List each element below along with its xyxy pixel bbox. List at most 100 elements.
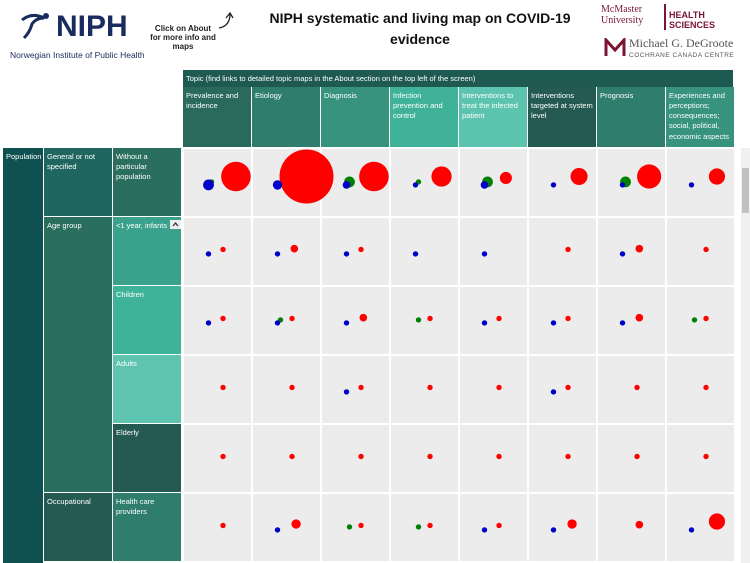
bubble[interactable] <box>220 246 226 253</box>
grid-cell <box>183 424 252 493</box>
bubble[interactable] <box>570 167 588 186</box>
bubble[interactable] <box>427 315 433 322</box>
bubble[interactable] <box>220 315 226 322</box>
bubble[interactable] <box>619 251 626 257</box>
grid-cell <box>666 493 735 562</box>
bubble[interactable] <box>481 251 488 257</box>
bubble[interactable] <box>412 251 419 257</box>
bubble[interactable] <box>359 313 368 322</box>
bubble[interactable] <box>343 320 350 326</box>
grid-cell <box>252 355 321 424</box>
grid-cell <box>666 217 735 286</box>
bubble-layer <box>203 149 726 533</box>
partner-1: McMaster University <box>601 4 644 26</box>
bubble[interactable] <box>205 251 212 257</box>
bubble[interactable] <box>431 166 452 187</box>
grid-cell <box>459 493 528 562</box>
bubble[interactable] <box>221 161 251 192</box>
page-title: NIPH systematic and living map on COVID-… <box>269 10 571 47</box>
partner-2-unit: COCHRANE CANADA CENTRE <box>629 52 735 59</box>
bubble[interactable] <box>346 524 353 530</box>
collapse-button[interactable] <box>170 220 181 229</box>
bubble[interactable] <box>415 317 422 323</box>
bubble[interactable] <box>634 384 640 391</box>
bubble[interactable] <box>550 320 557 326</box>
grid-cell <box>528 424 597 493</box>
bubble[interactable] <box>274 320 281 326</box>
bubble[interactable] <box>703 453 709 460</box>
bubble[interactable] <box>427 453 433 460</box>
bubble[interactable] <box>635 520 644 529</box>
bubble[interactable] <box>703 315 709 322</box>
bubble[interactable] <box>496 384 502 391</box>
bubble[interactable] <box>289 315 295 322</box>
bubble[interactable] <box>703 246 709 253</box>
bubble[interactable] <box>205 320 212 326</box>
bubble[interactable] <box>412 182 419 188</box>
bubble[interactable] <box>415 524 422 530</box>
grid-cell <box>183 355 252 424</box>
bubble[interactable] <box>496 315 502 322</box>
bubble[interactable] <box>359 161 389 192</box>
scrollbar[interactable] <box>741 148 750 563</box>
bubble[interactable] <box>619 320 626 326</box>
bubble[interactable] <box>499 171 512 185</box>
bubble[interactable] <box>481 527 488 533</box>
bubble[interactable] <box>550 527 557 533</box>
bubble[interactable] <box>290 244 299 253</box>
hint-arrow <box>218 11 234 29</box>
bubble[interactable] <box>496 453 502 460</box>
bubble[interactable] <box>688 182 695 188</box>
bubble[interactable] <box>343 251 350 257</box>
bubble[interactable] <box>565 315 571 322</box>
bubble[interactable] <box>565 246 571 253</box>
bubble[interactable] <box>274 527 281 533</box>
about-hint[interactable]: Click on About for more info and maps <box>150 24 216 51</box>
bubble[interactable] <box>496 522 502 529</box>
bubble[interactable] <box>550 182 557 188</box>
bubble[interactable] <box>703 384 709 391</box>
bubble[interactable] <box>343 389 350 395</box>
bubble[interactable] <box>427 384 433 391</box>
bubble[interactable] <box>358 246 364 253</box>
grid-cell <box>390 424 459 493</box>
bubble[interactable] <box>220 384 226 391</box>
topic-banner: Topic (find links to detailed topic maps… <box>183 70 733 87</box>
bubble[interactable] <box>565 384 571 391</box>
bubble[interactable] <box>637 164 662 189</box>
bubble[interactable] <box>565 453 571 460</box>
bubble[interactable] <box>203 179 214 191</box>
bubble[interactable] <box>291 519 301 529</box>
bubble[interactable] <box>708 513 726 530</box>
bubble[interactable] <box>342 181 351 189</box>
grid-cell <box>597 217 666 286</box>
bubble[interactable] <box>480 181 489 189</box>
bubble[interactable] <box>279 149 334 204</box>
bubble[interactable] <box>358 522 364 529</box>
bubble[interactable] <box>358 453 364 460</box>
partner-2-icon <box>604 38 626 56</box>
bubble[interactable] <box>691 317 698 323</box>
scroll-thumb[interactable] <box>742 168 749 213</box>
bubble[interactable] <box>289 453 295 460</box>
bubble[interactable] <box>708 168 726 185</box>
bubble[interactable] <box>427 522 433 529</box>
bubble[interactable] <box>220 522 226 529</box>
bubble[interactable] <box>481 320 488 326</box>
grid-cell <box>252 493 321 562</box>
grid-cell <box>666 286 735 355</box>
bubble[interactable] <box>634 453 640 460</box>
bubble[interactable] <box>550 389 557 395</box>
bubble[interactable] <box>274 251 281 257</box>
bubble[interactable] <box>619 182 626 188</box>
bubble[interactable] <box>289 384 295 391</box>
bubble[interactable] <box>220 453 226 460</box>
bubble[interactable] <box>272 180 283 190</box>
bubble[interactable] <box>635 313 644 322</box>
group-label: General or not specified <box>44 148 113 217</box>
bubble[interactable] <box>635 244 644 253</box>
grid-cell <box>459 217 528 286</box>
bubble[interactable] <box>688 527 695 533</box>
bubble[interactable] <box>358 384 364 391</box>
bubble[interactable] <box>567 519 577 529</box>
